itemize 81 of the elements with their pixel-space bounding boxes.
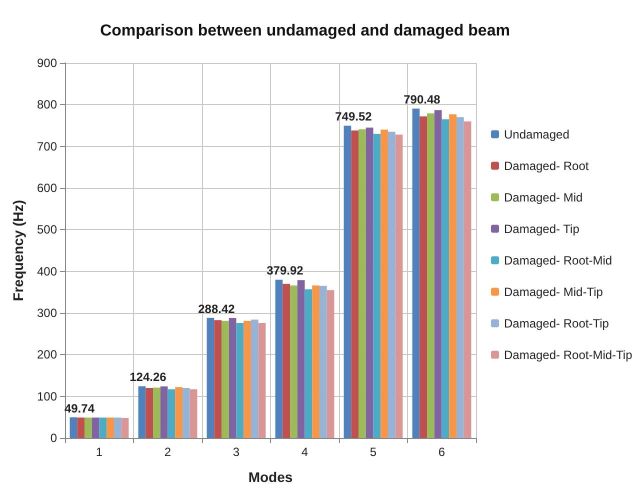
bar [106, 418, 114, 438]
x-tick-label: 2 [164, 445, 172, 459]
y-tick-label: 0 [50, 431, 58, 445]
bar [206, 318, 214, 438]
bar [146, 388, 154, 438]
bar [344, 126, 352, 438]
bar [366, 128, 374, 438]
bar [236, 323, 244, 438]
bar [304, 289, 312, 438]
bar [222, 320, 229, 438]
bar [351, 130, 359, 438]
x-tick-label: 6 [438, 445, 446, 459]
legend-label: Damaged- Root [504, 158, 590, 173]
data-label: 49.74 [64, 401, 95, 416]
bar [84, 418, 92, 438]
y-tick-label: 400 [36, 264, 58, 278]
y-tick-label: 500 [36, 222, 58, 237]
bar [168, 389, 176, 438]
x-tick-label: 5 [370, 445, 377, 459]
bar [153, 388, 160, 438]
bar [420, 116, 428, 438]
bar [373, 134, 381, 438]
data-label: 790.48 [404, 92, 441, 107]
y-tick-label: 800 [36, 98, 58, 112]
x-tick-label: 4 [301, 445, 308, 459]
bar [92, 418, 100, 438]
bar [282, 284, 290, 438]
x-axis-title: Modes [248, 469, 293, 485]
y-axis-title: Frequency (Hz) [10, 200, 26, 302]
bar [250, 320, 258, 438]
bar [138, 386, 146, 438]
bar [388, 132, 396, 438]
legend-label: Damaged- Root-Tip [504, 316, 610, 330]
y-tick-label: 900 [36, 56, 58, 70]
bar [77, 418, 85, 438]
bar [182, 388, 190, 438]
bar [442, 119, 450, 438]
bar [114, 418, 122, 438]
bar [99, 418, 107, 438]
bar [175, 387, 182, 438]
data-label: 288.42 [198, 302, 236, 316]
bar [244, 320, 251, 438]
data-label: 379.92 [266, 264, 304, 278]
legend-label: Damaged- Root-Mid [504, 253, 612, 268]
bar [275, 280, 283, 438]
bar [358, 129, 366, 438]
bar [190, 389, 198, 438]
y-tick-label: 700 [36, 139, 58, 154]
bar [456, 117, 464, 438]
y-tick-label: 600 [36, 181, 58, 195]
bar [319, 286, 327, 438]
bar [121, 418, 129, 438]
bar [258, 323, 266, 438]
y-tick-label: 200 [36, 348, 58, 362]
bar [412, 108, 420, 438]
legend-label: Undamaged [504, 127, 570, 142]
bar [449, 114, 456, 438]
legend-label: Damaged- Mid [504, 190, 583, 204]
data-label: 124.26 [130, 370, 167, 384]
bar [228, 318, 236, 438]
bar [380, 130, 388, 438]
bar [427, 113, 434, 438]
legend-label: Damaged- Root-Mid-Tip [504, 348, 633, 362]
bar [326, 290, 334, 438]
y-tick-label: 300 [36, 306, 58, 320]
bar [312, 286, 320, 438]
legend-label: Damaged- Mid-Tip [504, 284, 604, 299]
bar [464, 121, 472, 438]
bar [434, 110, 442, 438]
x-tick-label: 1 [96, 445, 103, 459]
bar [160, 386, 168, 438]
bar [395, 134, 403, 438]
legend-label: Damaged- Tip [504, 222, 580, 236]
bar [70, 417, 78, 438]
bar [290, 286, 298, 438]
data-label: 749.52 [335, 110, 372, 124]
x-tick-label: 3 [232, 445, 240, 459]
y-tick-label: 100 [36, 389, 58, 404]
bar [214, 320, 222, 438]
bar [297, 280, 305, 438]
chart-title: Comparison between undamaged and damaged beam [100, 22, 510, 40]
